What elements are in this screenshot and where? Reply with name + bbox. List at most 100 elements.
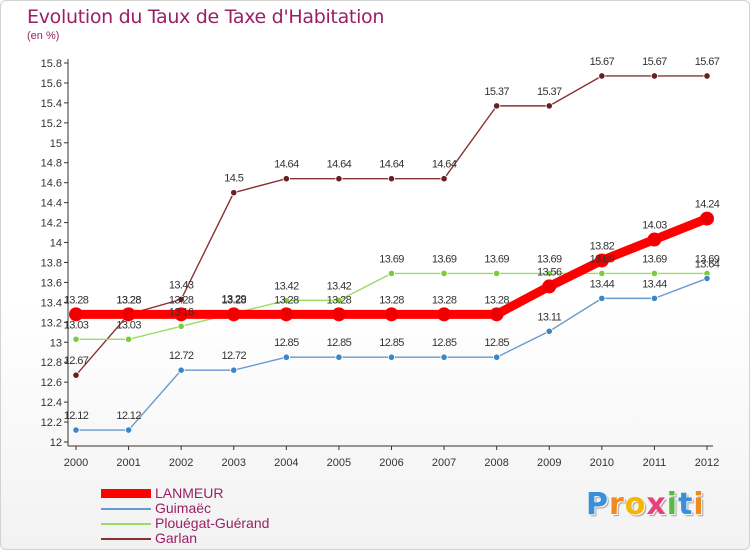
data-label-plou-gat-gu-rand: 13.69 [695,253,720,265]
data-label-guima-c: 12.12 [116,410,141,422]
data-label-plou-gat-gu-rand: 13.03 [64,319,89,331]
data-point-lanmeur [594,253,609,268]
y-tick-label: 13.6 [41,277,62,289]
legend-swatch [101,523,151,525]
y-tick-label: 13.2 [41,317,62,329]
data-point-plou-gat-gu-rand [72,335,80,343]
y-tick-label: 15.6 [41,78,62,90]
data-point-garlan [493,102,501,110]
data-point-guima-c [493,353,501,361]
data-label-garlan: 14.64 [327,159,352,171]
legend-label: Garlan [155,530,198,546]
y-tick-label: 15.2 [41,118,62,130]
data-label-garlan: 13.28 [116,294,141,306]
data-point-garlan [335,175,343,183]
data-label-garlan: 15.67 [695,56,720,68]
data-point-lanmeur [331,307,346,322]
data-point-plou-gat-gu-rand [335,296,343,304]
logo-letter: x [646,487,667,522]
data-label-plou-gat-gu-rand: 13.42 [327,280,352,292]
data-label-lanmeur: 13.28 [379,294,404,306]
x-tick-label: 2009 [537,457,561,469]
data-label-garlan: 15.67 [590,56,615,68]
y-tick-label: 12.2 [41,417,62,429]
data-label-guima-c: 12.85 [327,337,352,349]
data-label-lanmeur: 13.28 [432,294,457,306]
data-label-plou-gat-gu-rand: 13.69 [432,253,457,265]
data-point-plou-gat-gu-rand [440,269,448,278]
data-label-guima-c: 12.85 [484,337,509,349]
x-tick-label: 2008 [484,457,508,469]
series-lines [69,72,714,434]
y-tick-label: 14.4 [41,198,62,210]
data-point-lanmeur [700,211,714,226]
data-point-guima-c [230,366,238,374]
data-label-lanmeur: 13.56 [537,266,562,278]
data-point-guima-c [545,327,553,335]
logo-letter: i [693,487,705,522]
legend-swatch [101,489,151,498]
legend-swatch [101,508,151,510]
y-tick-label: 14.8 [41,158,62,170]
data-point-lanmeur [279,307,294,322]
data-point-lanmeur [542,279,557,294]
data-label-lanmeur: 13.28 [274,294,299,306]
data-label-guima-c: 13.44 [642,278,667,290]
y-tick-label: 14 [50,238,62,250]
data-point-garlan [177,295,185,303]
x-tick-label: 2006 [379,457,403,469]
data-point-plou-gat-gu-rand [124,335,133,343]
data-point-garlan [387,175,396,183]
data-label-lanmeur: 13.28 [169,294,194,306]
chart-title: Evolution du Taux de Taxe d'Habitation [27,6,385,28]
data-point-guima-c [335,353,343,361]
data-point-lanmeur [647,232,662,247]
y-tick-label: 14.6 [41,178,62,190]
data-label-guima-c: 13.64 [695,258,720,270]
data-label-garlan: 15.37 [537,86,562,98]
y-tick-label: 15 [50,138,62,150]
data-point-garlan [545,102,553,110]
data-point-guima-c [598,294,606,302]
data-label-garlan: 14.64 [379,159,404,171]
data-label-guima-c: 12.72 [169,350,194,362]
data-label-guima-c: 12.12 [64,410,89,422]
data-point-guima-c [282,353,290,361]
data-label-guima-c: 12.85 [432,337,457,349]
data-point-lanmeur [121,307,136,322]
x-tick-label: 2003 [222,457,246,469]
data-label-guima-c: 13.11 [537,311,561,323]
data-label-plou-gat-gu-rand: 13.69 [537,253,562,265]
data-label-plou-gat-gu-rand: 13.16 [169,306,194,318]
data-label-lanmeur: 14.24 [695,199,720,211]
data-point-lanmeur [226,307,241,322]
axes: 12 12.2 12.4 12.6 12.8 13 13.2 13.4 13.6 13.8 14 14… [41,58,720,469]
y-tick-label: 12.8 [41,357,62,369]
data-label-lanmeur: 13.28 [221,294,246,306]
data-label-lanmeur: 14.03 [642,220,667,232]
logo-letter: P [586,487,609,522]
data-point-lanmeur [69,307,83,322]
data-point-lanmeur [489,307,504,322]
data-label-guima-c: 12.85 [274,337,299,349]
y-tick-label: 12.4 [41,397,62,409]
data-label-garlan: 15.67 [642,56,667,68]
data-point-plou-gat-gu-rand [387,269,396,278]
data-point-lanmeur [174,307,189,322]
logo-letter: o [624,487,647,522]
data-point-guima-c [703,274,711,283]
data-label-lanmeur: 13.28 [484,294,509,306]
series-line-garlan [75,75,708,376]
logo-letter: i [666,487,679,522]
data-point-guima-c [387,353,396,361]
data-label-plou-gat-gu-rand: 13.29 [221,293,246,305]
data-label-garlan: 14.64 [432,159,457,171]
x-tick-label: 2012 [695,457,719,469]
chart-unit: (en %) [27,30,60,42]
legend-swatch [101,538,151,540]
logo-letter: r [609,487,625,522]
x-tick-label: 2007 [432,457,456,469]
data-label-garlan: 15.37 [484,86,509,98]
data-point-plou-gat-gu-rand [650,269,659,278]
data-point-guima-c [124,426,133,434]
